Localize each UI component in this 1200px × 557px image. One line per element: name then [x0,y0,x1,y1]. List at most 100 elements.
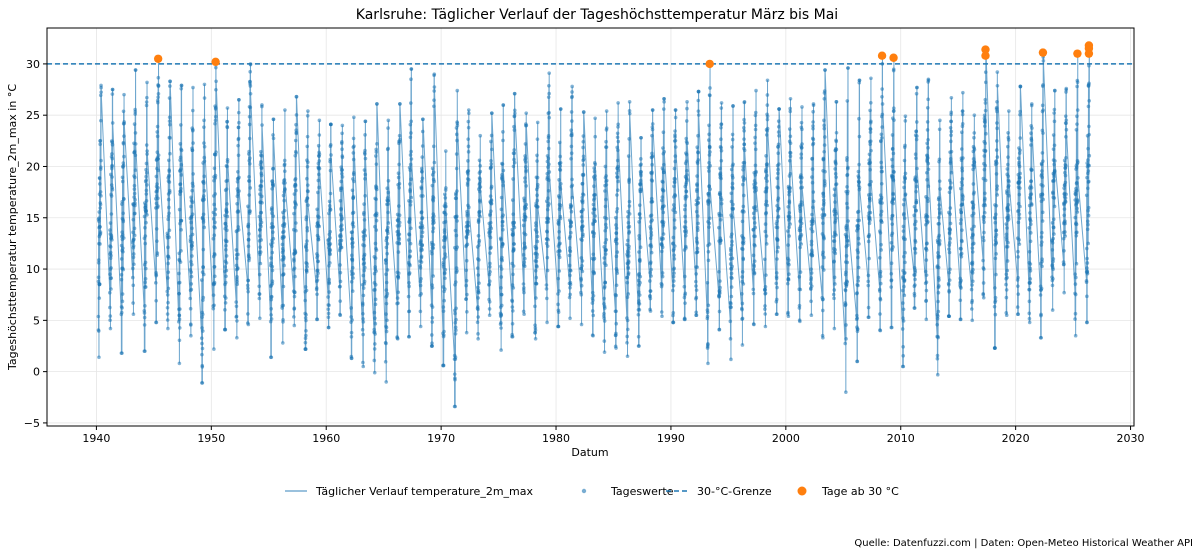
daily-point [593,219,597,224]
daily-point [1085,266,1089,270]
daily-point [1018,136,1023,140]
daily-point [810,180,815,185]
daily-point [1006,217,1011,221]
daily-point [269,297,274,302]
daily-point [705,314,710,319]
daily-point [305,196,310,201]
daily-point [775,312,779,316]
daily-point [420,170,424,174]
daily-point [189,220,193,225]
daily-point [443,212,448,217]
daily-point [913,240,918,244]
daily-point [857,78,862,83]
daily-point [442,270,447,275]
daily-point [926,167,931,172]
daily-point [764,199,769,204]
daily-point [511,212,516,216]
daily-point [603,280,608,285]
daily-point [179,249,183,253]
daily-point [98,182,102,186]
daily-point [464,297,468,301]
daily-point [282,255,286,260]
daily-point [1052,169,1057,174]
daily-point [593,134,598,139]
daily-point [810,212,814,217]
daily-point [431,218,436,222]
daily-point [512,114,517,118]
daily-point [786,277,791,282]
daily-point [396,271,401,276]
daily-point [200,315,204,319]
legend-hot-label: Tage ab 30 °C [821,485,899,498]
daily-point [546,165,550,169]
daily-point [535,193,539,198]
daily-point [441,260,446,265]
daily-point [97,176,102,181]
daily-point [936,335,940,340]
daily-point [235,201,239,206]
daily-point [832,296,836,301]
daily-point [225,157,230,162]
daily-point [316,271,320,276]
daily-point [696,158,701,162]
daily-point [1085,246,1089,251]
daily-point [845,201,849,206]
daily-point [1050,308,1055,312]
daily-point [880,95,884,99]
daily-point [535,159,539,163]
daily-point [453,377,457,382]
daily-point [615,206,620,211]
y-axis-label: Tageshöchsttemperatur temperature_2m_max… [6,84,19,371]
daily-point [455,214,459,219]
daily-point [892,118,896,122]
daily-point [1006,138,1011,142]
daily-point [706,138,711,142]
hot-day-point [1038,48,1048,57]
daily-point [420,129,425,134]
daily-point [682,284,687,289]
daily-point [190,148,195,153]
daily-point [1087,63,1091,68]
daily-point [694,236,699,241]
daily-point [684,228,688,233]
daily-point [834,211,838,216]
daily-point [995,193,999,197]
daily-point [1017,212,1022,217]
daily-point [225,106,230,110]
daily-point [213,105,218,110]
daily-point [660,249,664,254]
daily-point [683,301,687,305]
daily-point [705,280,710,285]
daily-point [397,237,402,242]
daily-point [751,211,756,216]
daily-point [374,150,379,154]
daily-point [993,220,998,225]
daily-point [419,239,423,243]
daily-point [419,254,424,259]
daily-point [696,150,700,155]
daily-point [1027,250,1032,254]
daily-point [421,117,425,122]
daily-point [890,133,895,137]
y-tick-label: 30 [26,58,40,71]
daily-point [454,132,459,137]
daily-point [914,129,919,134]
daily-point [822,212,827,217]
daily-point [648,294,652,298]
daily-point [1064,155,1068,160]
daily-point [731,104,735,108]
daily-point [237,189,241,193]
daily-point [832,326,837,331]
daily-point [591,234,596,239]
daily-point [328,157,333,162]
daily-point [972,190,976,195]
daily-point [671,283,676,288]
daily-point [374,228,379,232]
daily-point [522,290,526,295]
daily-point [511,309,515,313]
daily-point [247,256,252,260]
daily-point [1062,158,1067,163]
daily-point [972,113,977,117]
x-tick-label: 1940 [82,432,110,445]
daily-point [662,162,666,167]
